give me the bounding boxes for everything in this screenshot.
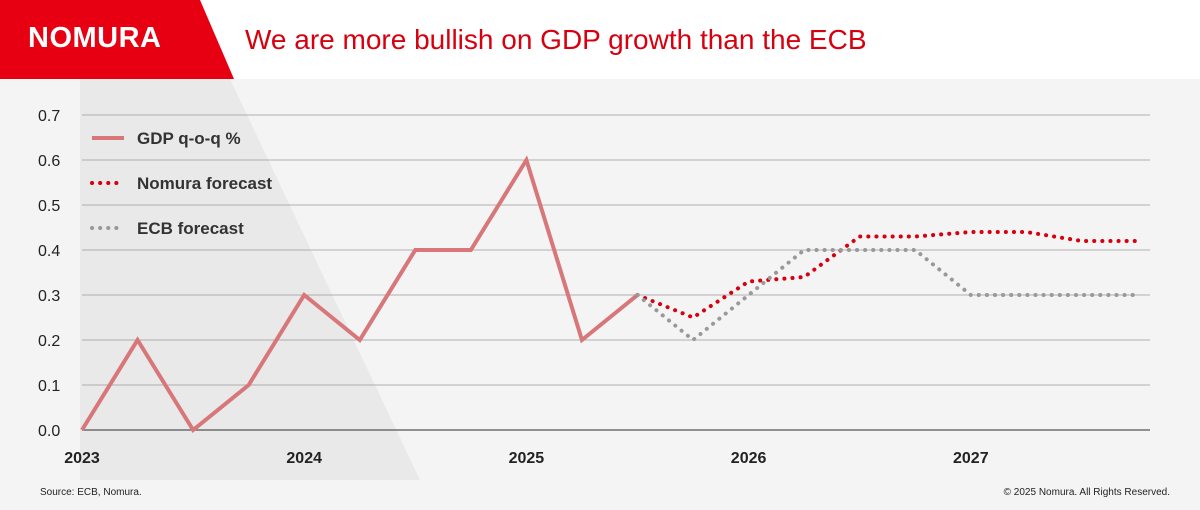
y-tick-label: 0.5 xyxy=(38,198,60,215)
legend-label: Nomura forecast xyxy=(137,174,272,193)
logo-banner xyxy=(0,0,234,79)
y-tick-label: 0.7 xyxy=(38,108,60,125)
y-tick-label: 0.4 xyxy=(38,243,60,260)
x-tick-label: 2024 xyxy=(286,450,322,467)
y-tick-label: 0.3 xyxy=(38,288,60,305)
copyright: © 2025 Nomura. All Rights Reserved. xyxy=(1003,487,1170,498)
x-tick-label: 2027 xyxy=(953,450,989,467)
legend-label: ECB forecast xyxy=(137,219,244,238)
x-tick-label: 2023 xyxy=(64,450,100,467)
y-tick-label: 0.1 xyxy=(38,378,60,395)
source-note: Source: ECB, Nomura. xyxy=(40,487,142,498)
y-tick-label: 0.0 xyxy=(38,423,60,440)
x-tick-label: 2025 xyxy=(509,450,545,467)
decor-shape xyxy=(80,79,420,480)
series-line-0 xyxy=(80,155,639,433)
y-tick-label: 0.2 xyxy=(38,333,60,350)
series-line-2 xyxy=(635,248,1140,343)
nomura-logo: NOMURA xyxy=(28,22,162,54)
legend-label: GDP q-o-q % xyxy=(137,129,241,148)
chart-title: We are more bullish on GDP growth than t… xyxy=(245,24,867,55)
x-tick-label: 2026 xyxy=(731,450,767,467)
series-line-1 xyxy=(635,230,1140,320)
y-tick-label: 0.6 xyxy=(38,153,60,170)
